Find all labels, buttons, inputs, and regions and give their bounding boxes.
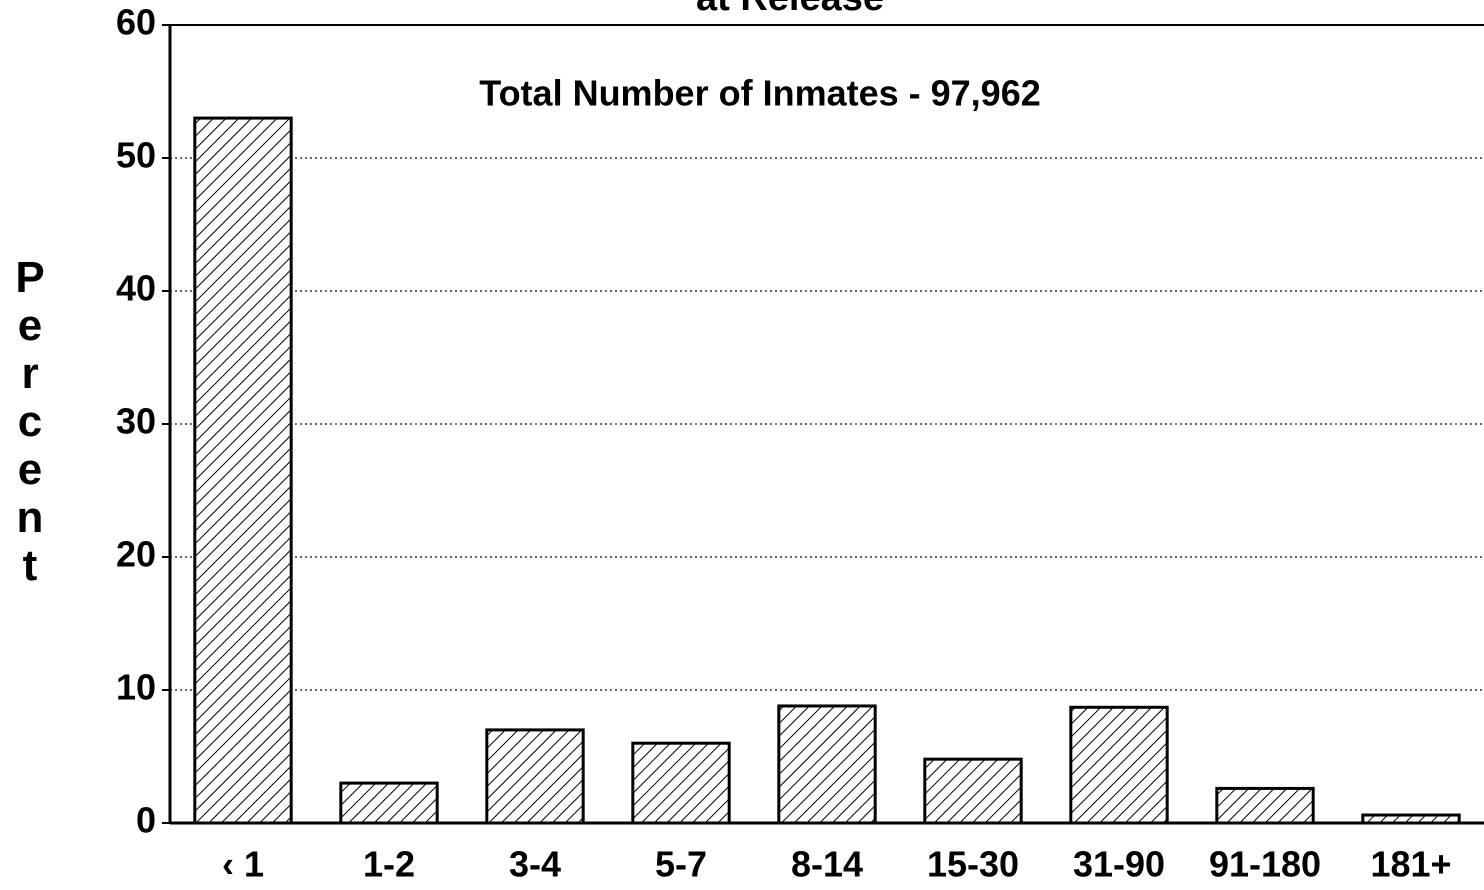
bar: [339, 781, 439, 825]
x-tick-label: 31-90: [1073, 844, 1165, 885]
x-tick-label: 181+: [1370, 844, 1451, 885]
bar: [193, 116, 293, 825]
y-tick-label: 10: [116, 667, 156, 708]
bar: [631, 741, 731, 825]
bar: [1361, 813, 1461, 825]
x-tick-label: ‹ 1: [222, 844, 264, 885]
x-tick-label: 1-2: [363, 844, 415, 885]
y-tick-label: 40: [116, 268, 156, 309]
y-tick-label: 30: [116, 401, 156, 442]
bar: [923, 757, 1023, 825]
x-tick-label: 8-14: [791, 844, 863, 885]
y-tick-label: 20: [116, 534, 156, 575]
annotation: Total Number of Inmates - 97,962: [479, 73, 1040, 114]
y-tick-label: 0: [136, 800, 156, 841]
y-tick-label: 60: [116, 2, 156, 43]
bar: [1069, 705, 1169, 825]
bar: [485, 728, 585, 825]
y-tick-label: 50: [116, 135, 156, 176]
bar: [777, 704, 877, 825]
x-tick-label: 91-180: [1209, 844, 1321, 885]
x-tick-label: 15-30: [927, 844, 1019, 885]
x-tick-label: 3-4: [509, 844, 561, 885]
x-tick-label: 5-7: [655, 844, 707, 885]
chart-title: at Release: [696, 0, 884, 19]
bar: [1215, 786, 1315, 825]
